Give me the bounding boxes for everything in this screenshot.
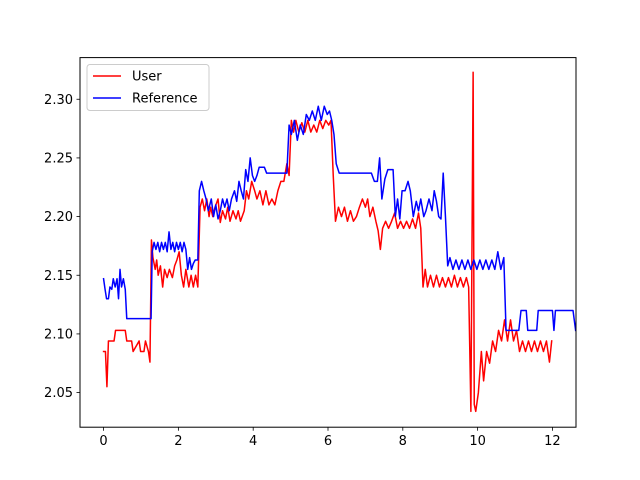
y-tick-label: 2.15 <box>44 269 73 284</box>
x-axis: 0 2 4 6 8 10 12 <box>99 427 561 449</box>
y-tick-label: 2.30 <box>44 93 73 108</box>
x-tick-label: 2 <box>174 434 182 449</box>
legend: User Reference <box>86 64 210 111</box>
x-tick-label: 10 <box>469 434 486 449</box>
x-tick-label: 6 <box>324 434 332 449</box>
x-tick-label: 4 <box>249 434 257 449</box>
x-tick-label: 12 <box>544 434 561 449</box>
x-tick-label: 8 <box>399 434 407 449</box>
legend-label-user: User <box>132 70 162 85</box>
legend-label-reference: Reference <box>132 92 197 107</box>
y-tick-label: 2.25 <box>44 151 73 166</box>
y-axis: 2.05 2.10 2.15 2.20 2.25 2.30 <box>44 93 80 401</box>
x-tick-label: 0 <box>99 434 107 449</box>
y-tick-label: 2.20 <box>44 210 73 225</box>
y-tick-label: 2.05 <box>44 386 73 401</box>
series-line-user <box>102 71 553 413</box>
lines-layer <box>102 71 577 413</box>
series-line-reference <box>102 105 577 332</box>
y-tick-label: 2.10 <box>44 327 73 342</box>
